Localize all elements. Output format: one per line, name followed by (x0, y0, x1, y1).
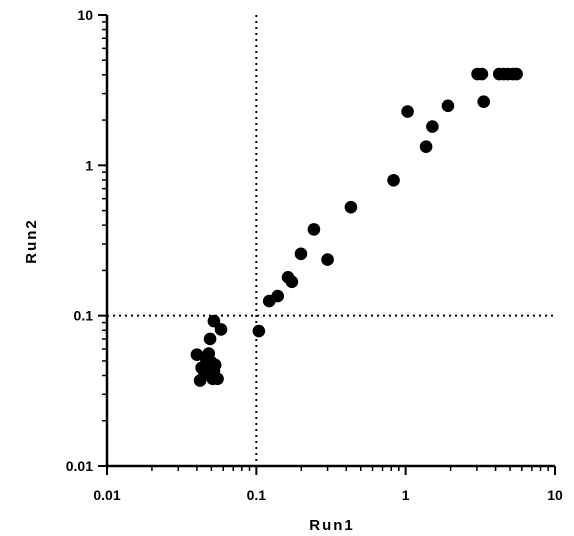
y-tick-label: 1 (85, 157, 93, 173)
data-point (294, 247, 308, 261)
axes (98, 14, 556, 475)
data-point (208, 358, 222, 372)
x-axis-title: Run1 (309, 517, 355, 534)
data-point (211, 372, 224, 386)
data-point (252, 324, 266, 338)
data-point (214, 323, 228, 336)
data-point (401, 105, 414, 118)
data-point (285, 275, 299, 289)
data-point (387, 174, 400, 187)
y-axis-title: Run2 (23, 218, 40, 264)
y-tick-label: 0.1 (74, 308, 94, 324)
x-tick-label: 10 (547, 487, 563, 503)
data-point (207, 314, 221, 328)
data-point (203, 332, 217, 346)
y-tick-label: 10 (77, 7, 93, 23)
data-point (344, 200, 358, 214)
tick-labels: 0.01 0.1 1 10 0.01 0.1 1 10 (66, 7, 563, 503)
data-point (271, 289, 284, 303)
data-point (441, 99, 455, 113)
y-tick-label: 0.01 (66, 458, 93, 474)
data-point (475, 67, 489, 81)
reference-lines (107, 15, 555, 466)
x-tick-label: 0.01 (93, 487, 120, 503)
x-tick-label: 1 (402, 487, 410, 503)
data-point (426, 120, 439, 133)
data-point (477, 95, 490, 109)
data-point (510, 67, 523, 81)
data-point (307, 223, 321, 236)
data-point (321, 253, 334, 266)
data-point (419, 140, 433, 154)
data-points (190, 67, 523, 387)
x-tick-label: 0.1 (247, 487, 267, 503)
